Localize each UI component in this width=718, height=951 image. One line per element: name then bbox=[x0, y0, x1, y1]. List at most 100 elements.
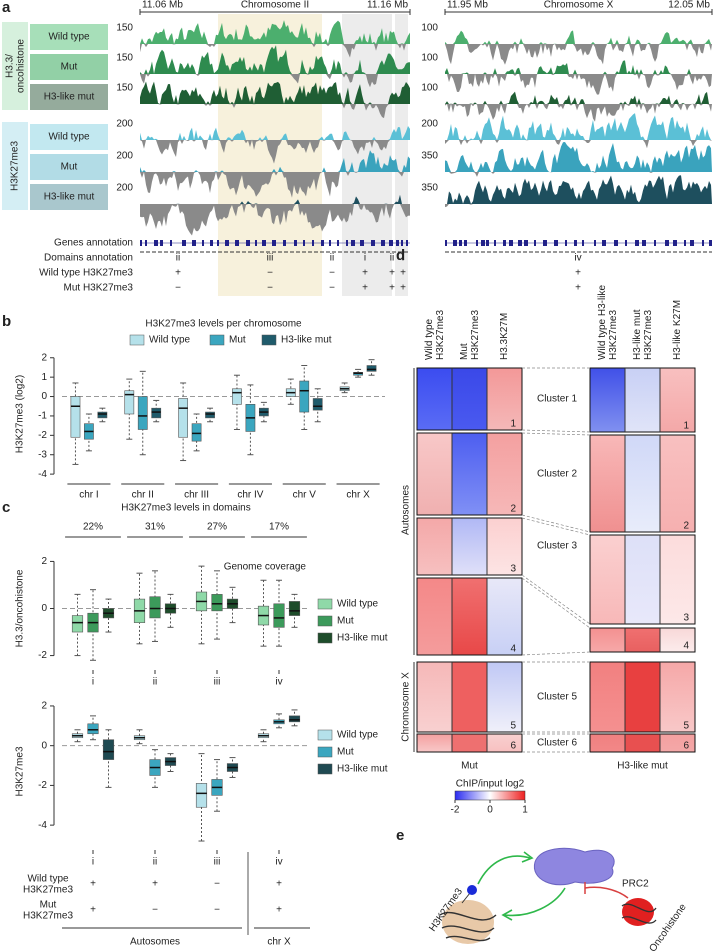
group-box bbox=[2, 22, 28, 110]
legend-swatch bbox=[261, 334, 277, 346]
x-tick-label: chr I bbox=[79, 490, 98, 501]
track-signal bbox=[445, 91, 712, 104]
bottom-label: H3-like mut bbox=[617, 761, 668, 772]
x-tick-label: chr V bbox=[293, 490, 317, 501]
box bbox=[149, 596, 161, 619]
mut-mark: − bbox=[329, 283, 335, 294]
x-tick-label: chr X bbox=[346, 490, 370, 501]
column-header: MutH3K27me3 bbox=[459, 310, 481, 360]
heatmap-cell bbox=[452, 368, 487, 430]
track-signal bbox=[445, 204, 712, 208]
domain-mark: + bbox=[152, 879, 158, 890]
cluster-number: 2 bbox=[510, 504, 516, 515]
heatmap-cell bbox=[452, 518, 487, 575]
cluster-frame bbox=[416, 661, 523, 733]
domain: ii bbox=[390, 253, 394, 264]
cluster-label-bg bbox=[532, 736, 582, 750]
group-label: chr X bbox=[267, 937, 291, 948]
mut-mark: + bbox=[389, 283, 395, 294]
schematic-label: Oncohistone bbox=[648, 902, 689, 951]
box bbox=[178, 398, 189, 438]
track-signal bbox=[445, 175, 712, 204]
wild-type-mark: − bbox=[329, 268, 335, 279]
domain-mark: + bbox=[90, 905, 96, 916]
track-signal bbox=[140, 104, 410, 119]
side-label: Chromosome X bbox=[401, 672, 412, 742]
y-tick-label: -1 bbox=[38, 411, 47, 422]
legend-label: H3-like mut bbox=[337, 633, 388, 644]
column-header: H3.3K27M bbox=[499, 313, 510, 360]
y-tick-label: 1 bbox=[41, 372, 47, 383]
row-label: Domains annotation bbox=[44, 253, 133, 264]
track-signal bbox=[445, 74, 712, 95]
track-signal bbox=[445, 44, 712, 65]
legend-label: H3-like mut bbox=[337, 764, 388, 775]
mut-mark: − bbox=[175, 283, 181, 294]
coverage-label: 31% bbox=[145, 522, 165, 533]
column-header: H3-like K27M bbox=[672, 300, 683, 360]
legend-label: H3-like mut bbox=[281, 335, 332, 346]
heatmap-cell bbox=[417, 578, 452, 655]
wild-type-mark: + bbox=[175, 268, 181, 279]
y-tick-label: 0 bbox=[41, 740, 47, 751]
legend-label: Wild type bbox=[337, 730, 379, 741]
y-tick-label: 2 bbox=[41, 701, 47, 712]
cluster-frame bbox=[416, 432, 523, 516]
heatmap-cell bbox=[417, 433, 452, 515]
colorbar-tick-label: 0 bbox=[487, 805, 493, 816]
heatmap-cell bbox=[625, 535, 660, 624]
legend-swatch bbox=[129, 334, 145, 346]
heatmap-cell bbox=[590, 435, 625, 532]
x-tick-label: iii bbox=[214, 677, 221, 688]
heatmap-cell bbox=[487, 578, 522, 655]
row-label: Genes annotation bbox=[54, 238, 133, 249]
heatmap-cell bbox=[452, 662, 487, 732]
legend-label: Wild type bbox=[337, 599, 379, 610]
cluster-frame bbox=[589, 534, 696, 625]
group-label: Autosomes bbox=[130, 937, 180, 948]
legend-swatch bbox=[317, 598, 333, 610]
wild-type-mark: + bbox=[362, 268, 368, 279]
region-end: 12.05 Mb bbox=[668, 0, 710, 11]
sample-label: Mut bbox=[61, 162, 78, 173]
heatmap-cell bbox=[452, 734, 487, 752]
box bbox=[70, 396, 81, 438]
domain: i bbox=[364, 253, 366, 264]
cluster-frame bbox=[589, 434, 696, 533]
heatmap-cell bbox=[625, 662, 660, 732]
y-axis-label: H3K27me3 (log2) bbox=[15, 375, 26, 453]
track-signal bbox=[140, 204, 410, 236]
row-label: Wild type H3K27me3 bbox=[39, 268, 133, 279]
heatmap-cell bbox=[417, 368, 452, 430]
legend-swatch bbox=[317, 746, 333, 758]
track-signal bbox=[445, 30, 712, 44]
chart-title: H3K27me3 levels per chromosome bbox=[145, 319, 302, 330]
track-signal bbox=[445, 113, 712, 140]
sample-label: Wild type bbox=[48, 32, 90, 43]
y-tick-label: 0 bbox=[41, 603, 47, 614]
region-name: Chromosome X bbox=[544, 0, 614, 11]
heatmap-cell bbox=[487, 368, 522, 430]
box bbox=[102, 739, 115, 760]
track-signal bbox=[140, 81, 410, 104]
box bbox=[273, 603, 285, 628]
cluster-number: 5 bbox=[683, 721, 689, 732]
sample-box bbox=[30, 54, 108, 80]
heatmap-cell bbox=[660, 734, 695, 752]
y-axis-label: H3K27me3 bbox=[15, 746, 26, 796]
y-tick-label: -3 bbox=[38, 449, 47, 460]
heatmap-cell bbox=[590, 734, 625, 752]
cluster-label: Cluster 2 bbox=[537, 469, 577, 480]
panel-label: b bbox=[2, 313, 11, 330]
annotation: Genome coverage bbox=[224, 562, 307, 573]
domain: i bbox=[402, 253, 404, 264]
x-tick-label: iv bbox=[275, 677, 282, 688]
heatmap-cell bbox=[417, 518, 452, 575]
x-tick-label: iii bbox=[214, 857, 221, 868]
heatmap-cell bbox=[452, 433, 487, 515]
panel-label: d bbox=[396, 247, 405, 264]
track-signal bbox=[445, 172, 712, 177]
panel-label: c bbox=[2, 499, 10, 516]
x-tick-label: chr II bbox=[132, 490, 154, 501]
